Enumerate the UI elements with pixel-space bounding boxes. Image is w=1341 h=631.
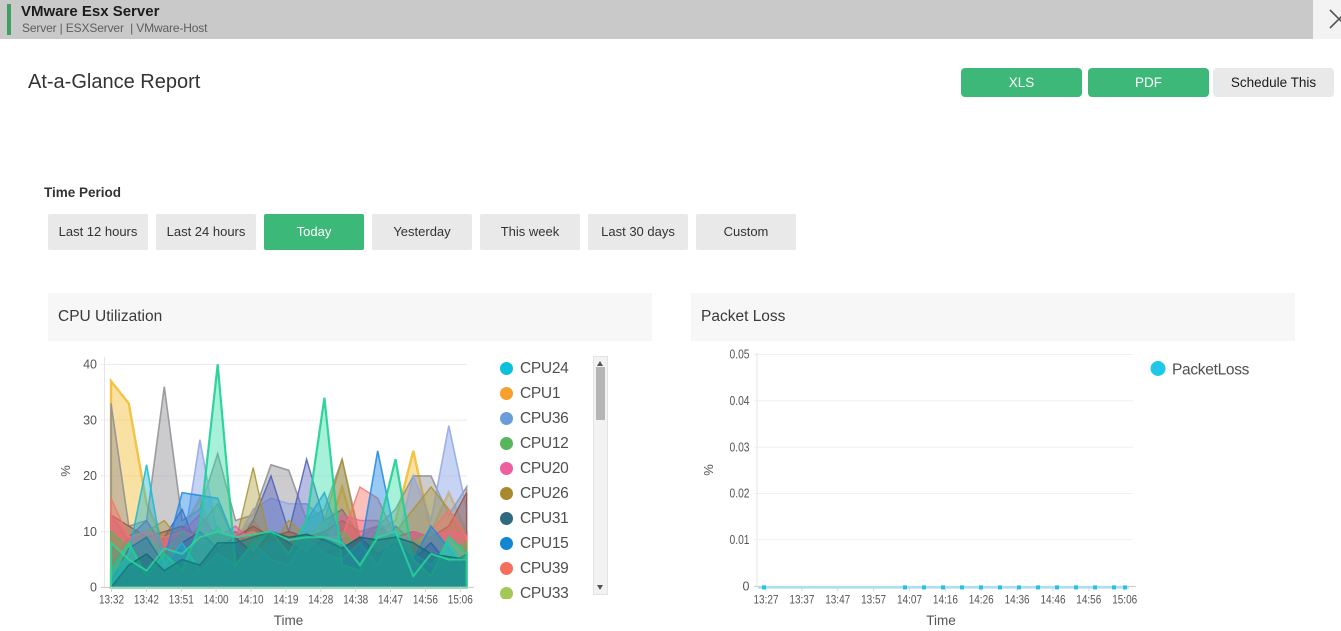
svg-text:0.01: 0.01: [730, 533, 750, 547]
svg-text:14:46: 14:46: [1041, 593, 1066, 607]
svg-text:13:47: 13:47: [825, 593, 850, 607]
svg-text:13:51: 13:51: [169, 593, 194, 607]
svg-text:0.05: 0.05: [730, 348, 750, 362]
svg-text:14:28: 14:28: [308, 593, 333, 607]
svg-text:Time: Time: [926, 613, 956, 628]
svg-text:14:07: 14:07: [897, 593, 922, 607]
svg-text:14:56: 14:56: [1076, 593, 1101, 607]
svg-text:0: 0: [743, 580, 750, 594]
svg-text:%: %: [58, 465, 73, 477]
svg-text:14:19: 14:19: [273, 593, 298, 607]
svg-text:13:27: 13:27: [754, 593, 779, 607]
svg-text:13:57: 13:57: [861, 593, 886, 607]
svg-text:0.04: 0.04: [730, 394, 750, 408]
svg-text:15:06: 15:06: [448, 593, 473, 607]
svg-text:30: 30: [83, 413, 97, 427]
svg-text:40: 40: [83, 358, 97, 372]
svg-text:14:38: 14:38: [343, 593, 368, 607]
svg-text:20: 20: [83, 469, 97, 483]
svg-text:13:32: 13:32: [99, 593, 124, 607]
svg-text:14:00: 14:00: [204, 593, 229, 607]
svg-text:0.02: 0.02: [730, 487, 750, 501]
svg-text:14:16: 14:16: [933, 593, 958, 607]
svg-text:%: %: [701, 464, 716, 476]
svg-text:0: 0: [90, 581, 97, 595]
svg-text:15:06: 15:06: [1112, 593, 1137, 607]
svg-text:0.03: 0.03: [730, 440, 750, 454]
svg-text:14:47: 14:47: [378, 593, 403, 607]
svg-text:10: 10: [83, 525, 97, 539]
svg-text:PacketLoss: PacketLoss: [1172, 362, 1250, 379]
svg-text:14:26: 14:26: [969, 593, 994, 607]
svg-text:14:36: 14:36: [1005, 593, 1030, 607]
svg-text:Time: Time: [274, 613, 304, 628]
svg-text:14:56: 14:56: [413, 593, 438, 607]
svg-text:14:10: 14:10: [239, 593, 264, 607]
svg-text:13:42: 13:42: [134, 593, 159, 607]
svg-text:13:37: 13:37: [789, 593, 814, 607]
